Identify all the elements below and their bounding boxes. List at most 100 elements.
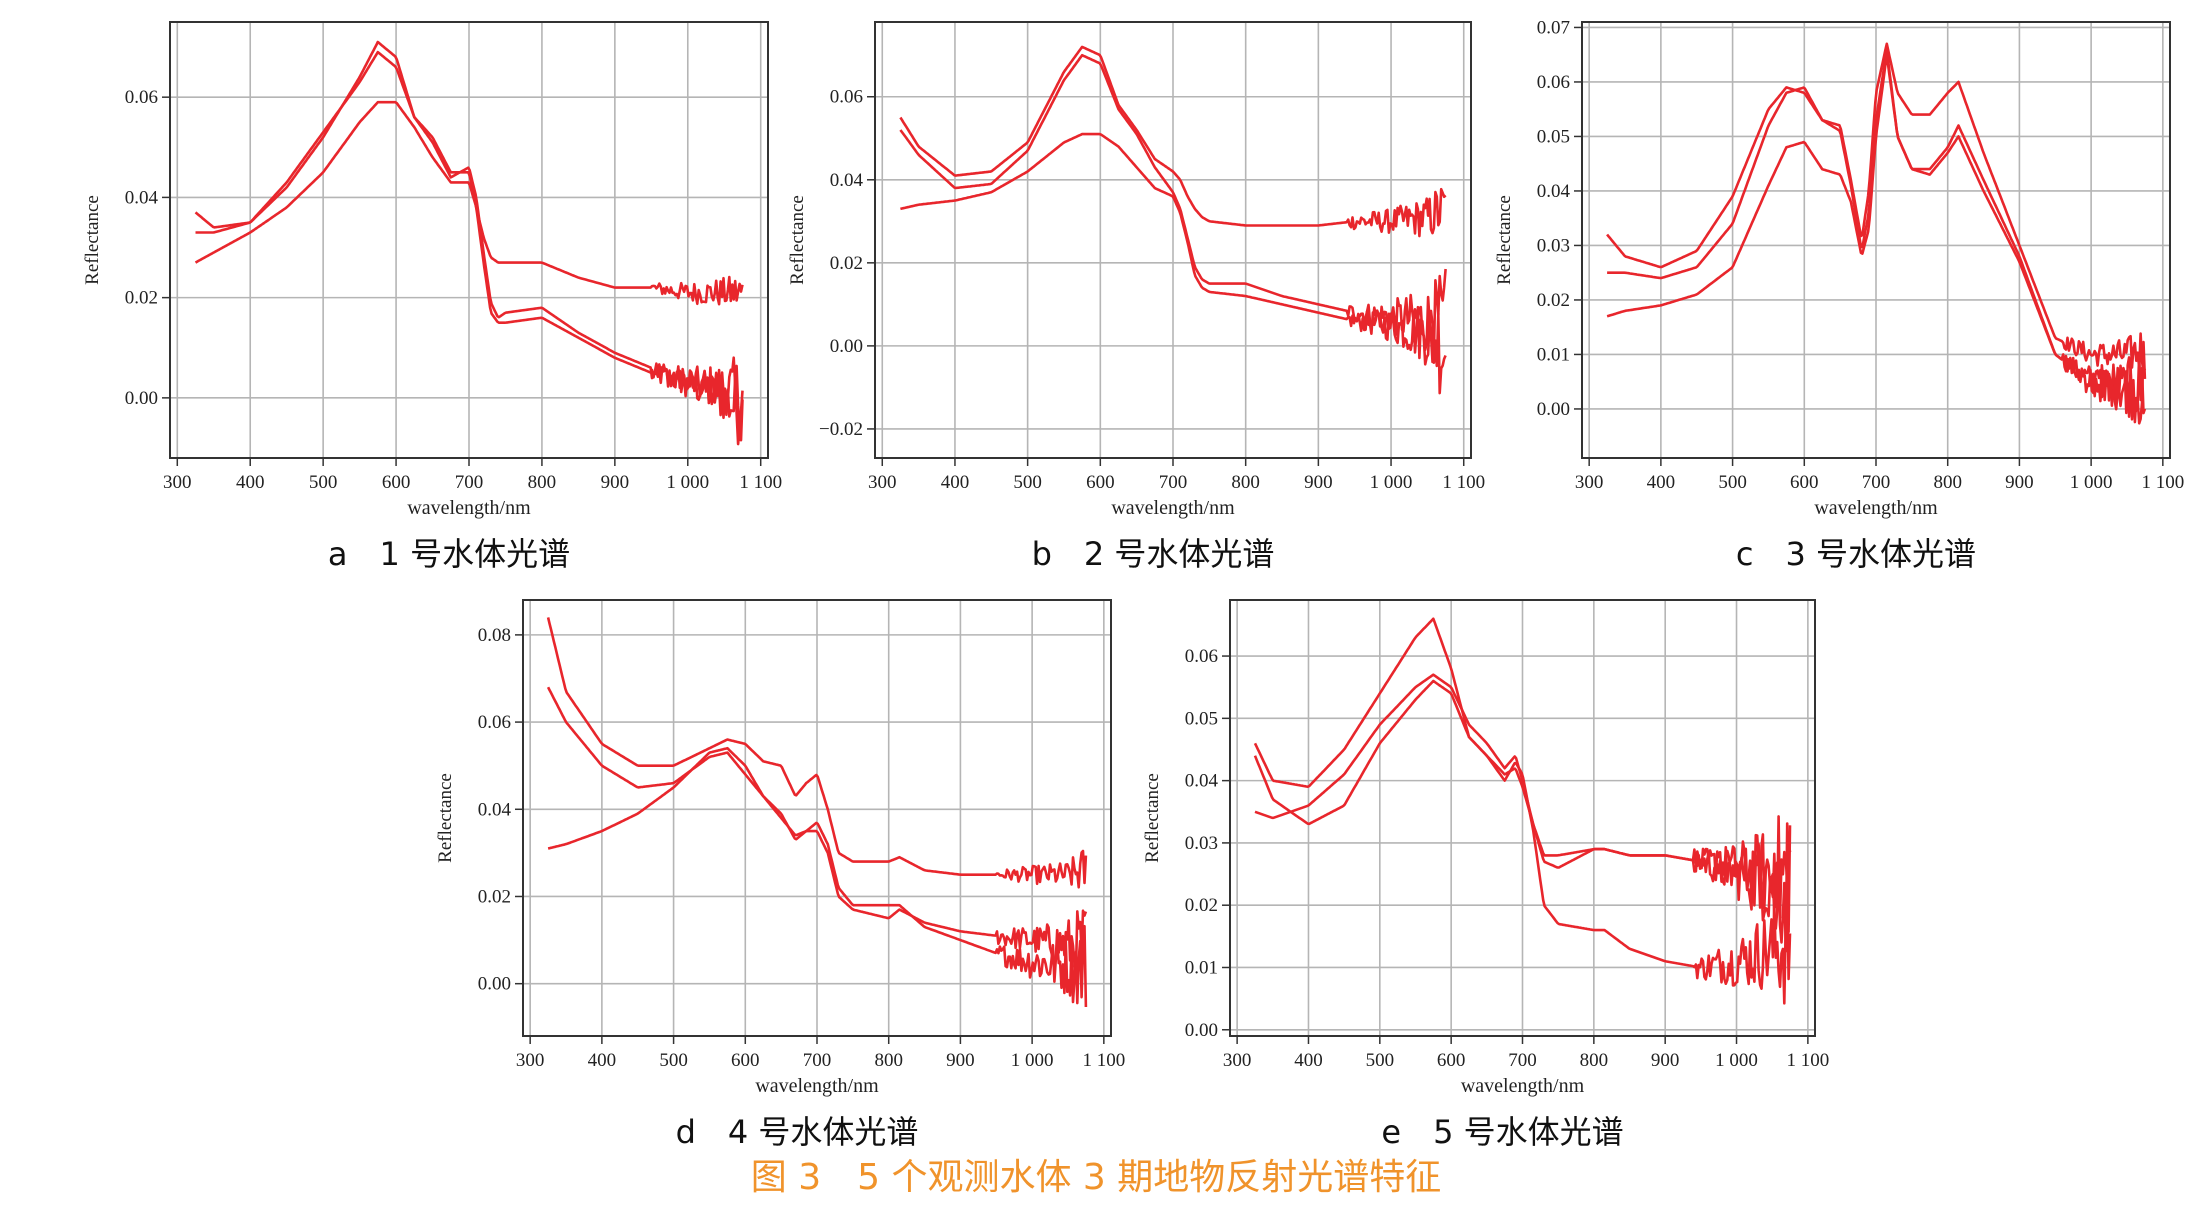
chart-a: 300 400 500 600 700 800 900 1 000 1 1000.000.020… [82, 21, 782, 573]
plot-frame-c [1581, 21, 2171, 459]
tick-label-x-d-0: 300 [516, 1050, 545, 1071]
tick-label-x-d-8: 1 100 [1082, 1050, 1125, 1071]
tick-label-x-d-2: 500 [659, 1050, 688, 1071]
tick-label-y-d-3: 0.06 [478, 712, 511, 733]
tick-label-y-c-7: 0.07 [1537, 17, 1570, 38]
y-axis-label-e: Reflectance [1142, 773, 1163, 863]
tick-label-x-a-8: 1 100 [739, 472, 782, 493]
tick-label-x-e-5: 800 [1580, 1050, 1609, 1071]
series-line-e-1 [1253, 617, 1792, 1005]
tick-label-y-e-4: 0.04 [1185, 771, 1219, 792]
tick-label-y-e-2: 0.02 [1185, 895, 1218, 916]
tick-label-x-c-5: 800 [1933, 472, 1962, 493]
tick-label-x-a-5: 800 [528, 472, 557, 493]
tick-label-x-d-5: 800 [874, 1050, 903, 1071]
tick-label-x-e-4: 700 [1508, 1050, 1537, 1071]
y-axis-label-a: Reflectance [82, 195, 103, 285]
plot-frame-d [522, 599, 1112, 1037]
series-line-c-3 [1606, 53, 2147, 415]
tick-label-x-c-2: 500 [1718, 472, 1747, 493]
tick-label-x-b-4: 700 [1159, 472, 1188, 493]
x-axis-label-e: wavelength/nm [1461, 1075, 1585, 1097]
tick-label-y-c-0: 0.00 [1537, 399, 1570, 420]
tick-label-x-e-8: 1 100 [1786, 1050, 1829, 1071]
tick-label-x-d-1: 400 [588, 1050, 617, 1071]
tick-label-y-c-1: 0.01 [1537, 344, 1570, 365]
series-line-b-3 [900, 132, 1447, 395]
tick-label-y-c-4: 0.04 [1537, 181, 1571, 202]
x-axis-label-a: wavelength/nm [407, 497, 531, 519]
tick-label-x-b-1: 400 [941, 472, 970, 493]
tick-label-x-e-6: 900 [1651, 1050, 1680, 1071]
tick-label-x-c-6: 900 [2005, 472, 2034, 493]
series-line-a-3 [194, 100, 744, 306]
y-axis-label-c: Reflectance [1494, 195, 1515, 285]
tick-label-y-c-6: 0.06 [1537, 72, 1570, 93]
tick-label-x-c-4: 700 [1862, 472, 1891, 493]
tick-label-x-b-2: 500 [1013, 472, 1042, 493]
y-axis-label-d: Reflectance [435, 773, 456, 863]
tick-label-y-a-0: 0.00 [125, 388, 158, 409]
tick-label-x-d-7: 1 000 [1011, 1050, 1054, 1071]
tick-label-y-b-2: 0.02 [830, 253, 863, 274]
subcaption-c: c 3 号水体光谱 [1736, 535, 1976, 573]
tick-label-x-c-0: 300 [1575, 472, 1604, 493]
tick-label-y-b-4: 0.06 [830, 87, 863, 108]
tick-label-x-b-6: 900 [1304, 472, 1333, 493]
tick-label-x-b-5: 800 [1231, 472, 1260, 493]
tick-label-x-a-2: 500 [309, 472, 338, 493]
tick-label-x-a-3: 600 [382, 472, 411, 493]
tick-label-x-a-6: 900 [601, 472, 630, 493]
tick-label-y-b-3: 0.04 [830, 170, 864, 191]
tick-label-y-c-3: 0.03 [1537, 235, 1570, 256]
tick-label-x-a-0: 300 [163, 472, 192, 493]
tick-label-x-e-3: 600 [1437, 1050, 1466, 1071]
tick-label-y-e-1: 0.01 [1185, 957, 1218, 978]
tick-label-x-b-3: 600 [1086, 472, 1115, 493]
tick-label-y-e-5: 0.05 [1185, 708, 1218, 729]
figure-caption: 图 3 5 个观测水体 3 期地物反射光谱特征 [751, 1157, 1442, 1198]
subcaption-a: a 1 号水体光谱 [328, 535, 570, 573]
subcaption-e: e 5 号水体光谱 [1381, 1113, 1623, 1151]
tick-label-y-e-6: 0.06 [1185, 646, 1218, 667]
tick-label-x-a-7: 1 000 [666, 472, 709, 493]
tick-label-x-b-0: 300 [868, 472, 897, 493]
tick-label-x-e-2: 500 [1366, 1050, 1395, 1071]
tick-label-x-e-1: 400 [1294, 1050, 1323, 1071]
tick-label-y-d-0: 0.00 [478, 974, 511, 995]
tick-label-x-d-3: 600 [731, 1050, 760, 1071]
tick-label-y-c-2: 0.02 [1537, 290, 1570, 311]
tick-label-x-c-8: 1 100 [2141, 472, 2184, 493]
tick-label-y-d-2: 0.04 [478, 799, 512, 820]
tick-label-x-b-7: 1 000 [1370, 472, 1413, 493]
plot-frame-b [874, 21, 1472, 459]
series-line-a-2 [195, 50, 744, 431]
tick-label-x-a-4: 700 [455, 472, 484, 493]
subcaption-d: d 4 号水体光谱 [676, 1113, 919, 1151]
series-line-e-3 [1254, 673, 1792, 930]
series-line-b-1 [899, 45, 1447, 238]
tick-label-x-d-4: 700 [803, 1050, 832, 1071]
x-axis-label-b: wavelength/nm [1111, 497, 1235, 519]
chart-d: 300 400 500 600 700 800 900 1 000 1 1000.000.020… [435, 599, 1125, 1151]
tick-label-y-a-3: 0.06 [125, 87, 158, 108]
tick-label-x-d-6: 900 [946, 1050, 975, 1071]
tick-label-x-a-1: 400 [236, 472, 265, 493]
x-axis-label-d: wavelength/nm [755, 1075, 879, 1097]
tick-label-y-c-5: 0.05 [1537, 126, 1570, 147]
x-axis-label-c: wavelength/nm [1814, 497, 1938, 519]
chart-e: 300 400 500 600 700 800 900 1 000 1 1000.000.010… [1142, 599, 1829, 1151]
series-line-d-2 [546, 686, 1088, 978]
chart-panels: 300 400 500 600 700 800 900 1 000 1 1000.000.020… [82, 17, 2184, 1151]
tick-label-y-e-0: 0.00 [1185, 1020, 1218, 1041]
tick-label-y-a-1: 0.02 [125, 288, 158, 309]
tick-label-x-e-0: 300 [1223, 1050, 1252, 1071]
tick-label-x-c-1: 400 [1647, 472, 1676, 493]
series-line-d-3 [547, 746, 1088, 1008]
tick-label-y-e-3: 0.03 [1185, 833, 1218, 854]
series-line-d-1 [546, 617, 1088, 889]
tick-label-x-c-7: 1 000 [2070, 472, 2113, 493]
tick-label-y-a-2: 0.04 [125, 187, 159, 208]
tick-label-y-b-0: −0.02 [819, 419, 863, 440]
